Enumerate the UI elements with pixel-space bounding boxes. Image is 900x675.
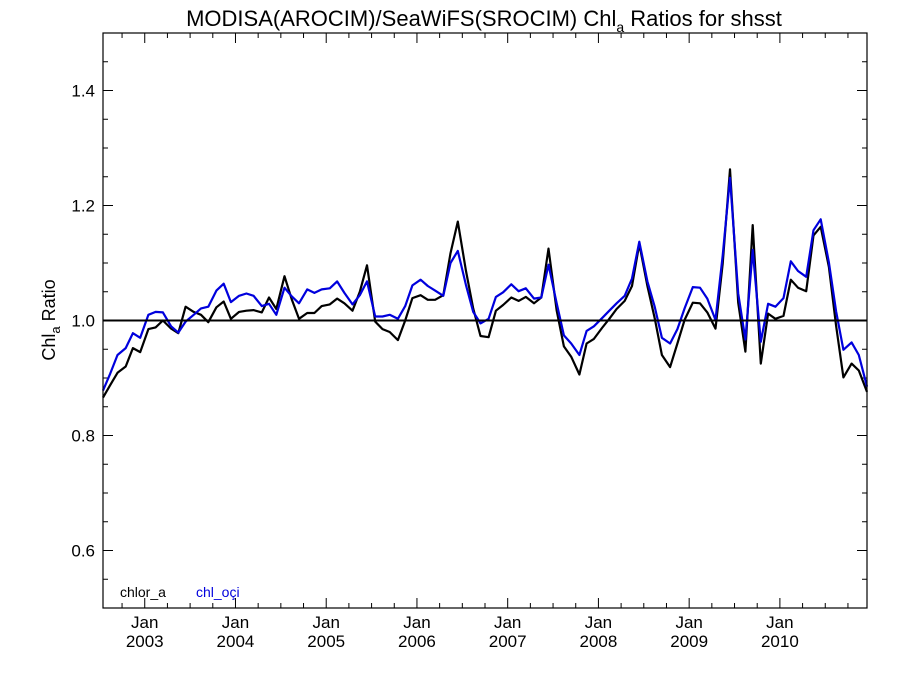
y-tick-label: 1.0 [71, 312, 95, 331]
x-tick-month: Jan [766, 613, 793, 632]
x-tick-month: Jan [313, 613, 340, 632]
x-tick-month: Jan [585, 613, 612, 632]
x-tick-year: 2005 [307, 632, 345, 651]
x-tick-year: 2007 [489, 632, 527, 651]
y-tick-label: 0.8 [71, 427, 95, 446]
y-tick-label: 1.2 [71, 197, 95, 216]
y-ticks: 0.6 0.8 1.0 1.2 1.4 [71, 61, 867, 580]
x-ticks: Jan2003Jan2004Jan2005Jan2006Jan2007Jan20… [121, 33, 849, 651]
y-axis-label: Chla Ratio [39, 279, 63, 360]
series-line-chl-oci [101, 176, 869, 392]
x-tick-month: Jan [494, 613, 521, 632]
x-tick-year: 2006 [398, 632, 436, 651]
legend: chlor_a chl_oçi [120, 584, 240, 600]
x-tick-year: 2008 [580, 632, 618, 651]
x-tick-year: 2004 [217, 632, 255, 651]
x-tick-month: Jan [403, 613, 430, 632]
y-tick-label: 0.6 [71, 542, 95, 561]
x-tick-year: 2010 [761, 632, 799, 651]
x-tick-month: Jan [131, 613, 158, 632]
series-line-chlor-a [102, 168, 869, 399]
y-tick-label: 1.4 [71, 82, 95, 101]
series-layer [101, 168, 869, 399]
svg-text:Chla Ratio: Chla Ratio [39, 279, 63, 360]
x-tick-month: Jan [675, 613, 702, 632]
plot-frame [102, 32, 868, 609]
chart-title: MODISA(AROCIM)/SeaWiFS(SROCIM) Chla Rati… [186, 6, 782, 35]
x-tick-year: 2003 [126, 632, 164, 651]
legend-entry-chl-oci: chl_oçi [196, 584, 240, 600]
x-tick-month: Jan [222, 613, 249, 632]
x-tick-year: 2009 [670, 632, 708, 651]
legend-entry-chlor-a: chlor_a [120, 584, 166, 600]
